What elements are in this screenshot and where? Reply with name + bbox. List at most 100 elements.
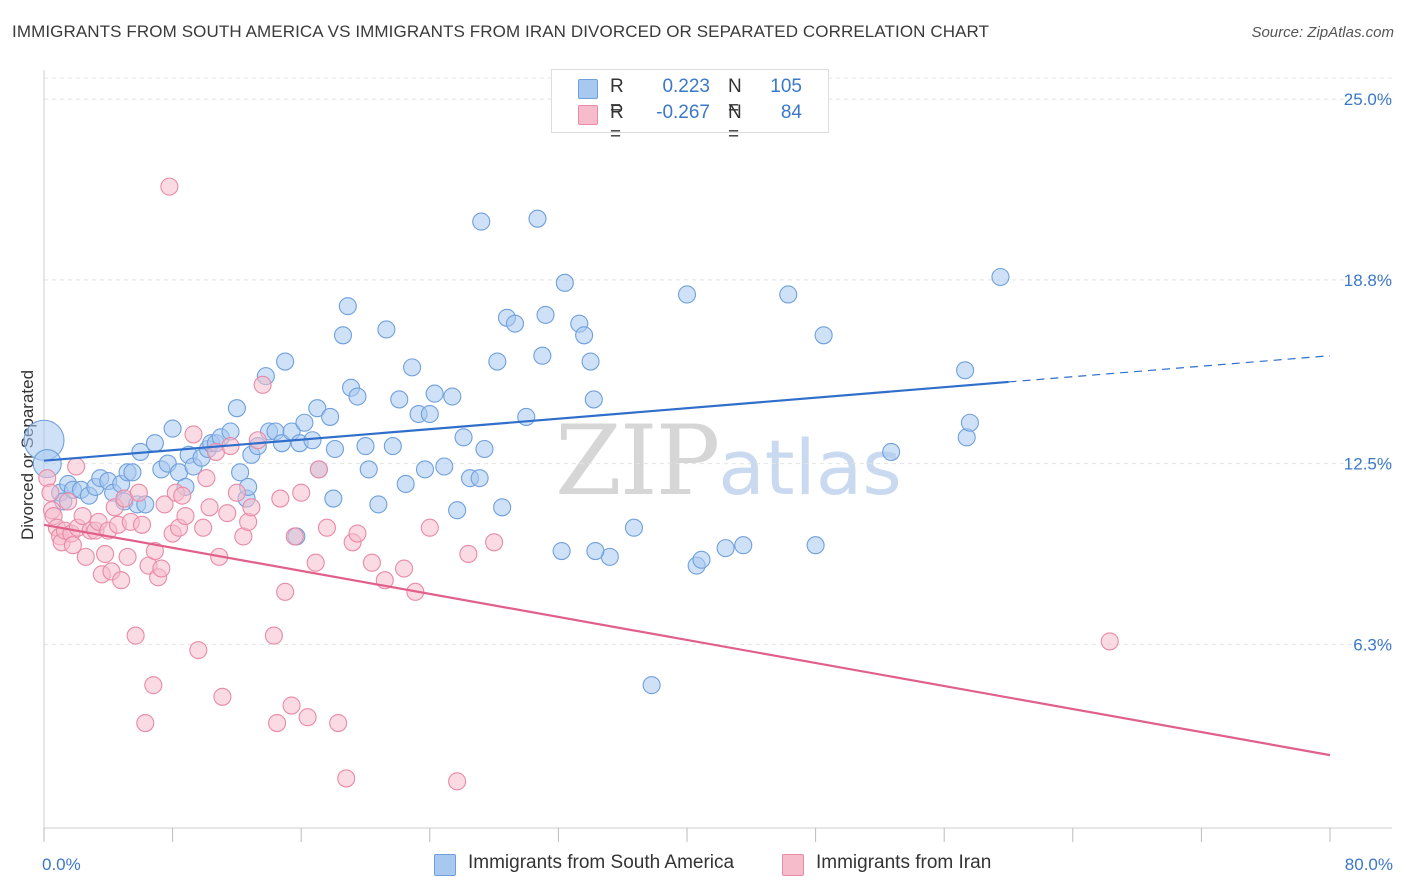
- point-iran: [213, 687, 232, 706]
- point-south-america: [383, 437, 402, 456]
- watermark-zip: ZIP: [555, 405, 720, 517]
- point-iran: [133, 515, 152, 534]
- point-south-america: [586, 541, 605, 561]
- point-iran: [59, 492, 78, 511]
- point-iran: [337, 769, 356, 788]
- point-south-america: [472, 212, 491, 231]
- point-iran: [276, 582, 295, 601]
- point-iran: [126, 626, 145, 645]
- point-iran: [306, 553, 325, 572]
- point-south-america: [956, 361, 975, 380]
- point-south-america: [448, 501, 467, 520]
- point-iran: [448, 772, 467, 791]
- point-south-america: [348, 387, 367, 406]
- point-iran: [348, 524, 367, 543]
- point-south-america: [536, 305, 555, 324]
- point-south-america: [390, 390, 409, 409]
- point-south-america: [475, 439, 494, 459]
- legend-n-value: 84: [780, 102, 802, 123]
- point-south-america: [552, 541, 571, 561]
- legend-r-value: -0.267: [656, 102, 710, 123]
- point-south-america: [493, 498, 512, 517]
- point-iran: [200, 498, 219, 517]
- point-iran: [155, 495, 174, 514]
- y-axis-label: Divorced or Separated: [18, 370, 37, 540]
- point-south-america: [505, 314, 525, 333]
- legend-swatch-south-america: [578, 79, 598, 99]
- point-iran: [268, 713, 287, 733]
- legend-r-value: 0.223: [662, 76, 710, 97]
- point-iran: [145, 541, 164, 561]
- point-south-america: [957, 428, 976, 447]
- point-iran: [292, 483, 311, 502]
- point-south-america: [584, 390, 603, 409]
- point-iran: [118, 547, 137, 566]
- point-south-america: [420, 404, 439, 424]
- point-iran: [152, 559, 171, 578]
- point-south-america: [734, 536, 753, 555]
- x-tick-label: 80.0%: [1345, 855, 1393, 874]
- point-iran: [329, 713, 348, 733]
- point-south-america: [716, 539, 735, 558]
- point-iran: [112, 571, 131, 590]
- point-south-america: [333, 326, 353, 345]
- point-iran: [248, 431, 267, 450]
- point-iran: [317, 518, 336, 537]
- y-tick-label: 12.5%: [1344, 455, 1392, 474]
- point-south-america: [533, 346, 552, 365]
- point-iran: [253, 375, 272, 394]
- point-south-america: [692, 550, 711, 569]
- point-south-america: [677, 285, 697, 304]
- point-iran: [96, 544, 115, 564]
- point-iran: [144, 676, 163, 695]
- point-south-america: [814, 326, 833, 345]
- point-south-america: [555, 273, 574, 292]
- trend-line-south-america-extension: [1008, 355, 1331, 383]
- point-iran: [309, 460, 328, 479]
- point-south-america: [470, 469, 489, 488]
- point-south-america: [295, 413, 314, 432]
- point-iran: [271, 489, 290, 508]
- point-iran: [239, 512, 258, 531]
- point-iran: [41, 483, 60, 502]
- point-south-america: [642, 676, 661, 695]
- chart-title: IMMIGRANTS FROM SOUTH AMERICA VS IMMIGRA…: [12, 22, 990, 41]
- point-iran: [395, 559, 414, 578]
- legend-r-label: R =: [610, 102, 624, 145]
- point-south-america: [377, 320, 396, 339]
- point-iran: [485, 533, 504, 552]
- point-south-america: [276, 352, 295, 371]
- source-label: Source: ZipAtlas.com: [1251, 24, 1394, 41]
- point-iran: [420, 518, 439, 537]
- point-south-america: [425, 384, 444, 403]
- point-south-america: [396, 474, 415, 494]
- point-south-america: [806, 536, 825, 555]
- point-south-america: [528, 209, 547, 228]
- point-south-america: [227, 399, 246, 418]
- point-south-america: [960, 413, 979, 432]
- point-south-america: [369, 495, 388, 514]
- point-south-america: [403, 358, 422, 377]
- legend-n-label: N =: [728, 76, 742, 119]
- point-south-america: [308, 399, 327, 418]
- point-south-america: [415, 460, 435, 479]
- point-south-america: [581, 352, 600, 371]
- point-south-america: [575, 326, 594, 345]
- point-iran: [285, 527, 304, 546]
- legend-swatch-iran: [578, 105, 598, 125]
- point-iran: [76, 547, 95, 566]
- point-iran: [1100, 632, 1119, 651]
- point-south-america: [272, 434, 291, 453]
- point-south-america: [356, 437, 375, 456]
- watermark-atlas: atlas: [718, 423, 902, 512]
- point-iran: [194, 518, 213, 537]
- point-iran: [197, 469, 216, 488]
- point-south-america: [321, 407, 340, 426]
- trend-line-south-america: [43, 380, 1009, 462]
- point-iran: [264, 626, 283, 645]
- watermark: ZIPatlas: [555, 405, 902, 517]
- x-tick-label: 0.0%: [42, 855, 81, 874]
- point-south-america: [624, 518, 644, 537]
- point-iran: [63, 536, 82, 555]
